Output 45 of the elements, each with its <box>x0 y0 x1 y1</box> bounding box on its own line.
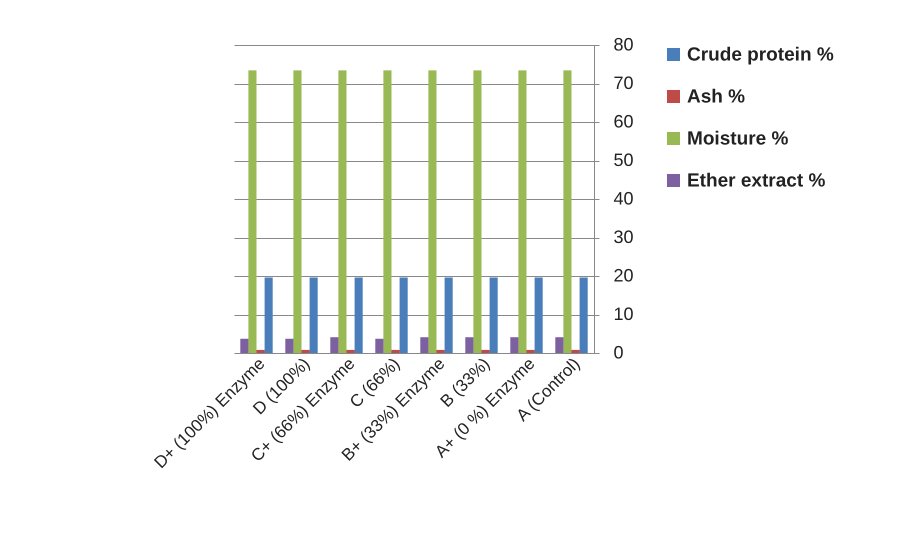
bar <box>563 70 572 353</box>
bar <box>534 278 543 353</box>
bar <box>354 278 363 353</box>
bar <box>444 278 453 353</box>
y-tick-label: 0 <box>614 342 624 362</box>
y-tick-label: 80 <box>614 34 634 54</box>
bar <box>248 70 256 353</box>
bar <box>256 350 265 353</box>
bar <box>310 278 318 353</box>
bar <box>510 337 518 353</box>
bar <box>580 278 588 353</box>
bar <box>555 337 564 353</box>
bar <box>285 338 294 353</box>
bar <box>383 70 392 353</box>
legend-label: Ash % <box>687 86 746 108</box>
bar <box>526 350 535 353</box>
y-tick-label: 70 <box>614 73 634 93</box>
bar <box>302 350 310 353</box>
y-tick-label: 40 <box>614 188 634 208</box>
bar <box>400 278 408 353</box>
bar <box>420 337 428 353</box>
bar <box>338 70 346 353</box>
bar <box>482 350 490 353</box>
bar <box>428 70 436 353</box>
y-tick-label: 20 <box>614 266 634 286</box>
bar <box>490 278 498 353</box>
legend-label: Ether extract % <box>687 170 826 192</box>
bar <box>330 337 338 353</box>
bar <box>375 338 384 353</box>
y-tick-label: 60 <box>614 112 634 132</box>
y-tick-label: 10 <box>614 304 634 324</box>
bar <box>293 70 302 353</box>
y-tick-label: 50 <box>614 150 634 170</box>
legend-label: Crude protein % <box>687 44 834 66</box>
y-tick-label: 30 <box>614 227 634 247</box>
bar <box>518 70 526 353</box>
bar <box>465 337 474 353</box>
legend-label: Moisture % <box>687 128 788 150</box>
bar <box>392 350 400 353</box>
bar <box>346 350 355 353</box>
bar <box>436 350 445 353</box>
bar <box>264 278 273 353</box>
bar <box>240 338 248 353</box>
bar <box>572 350 580 353</box>
bar <box>473 70 482 353</box>
